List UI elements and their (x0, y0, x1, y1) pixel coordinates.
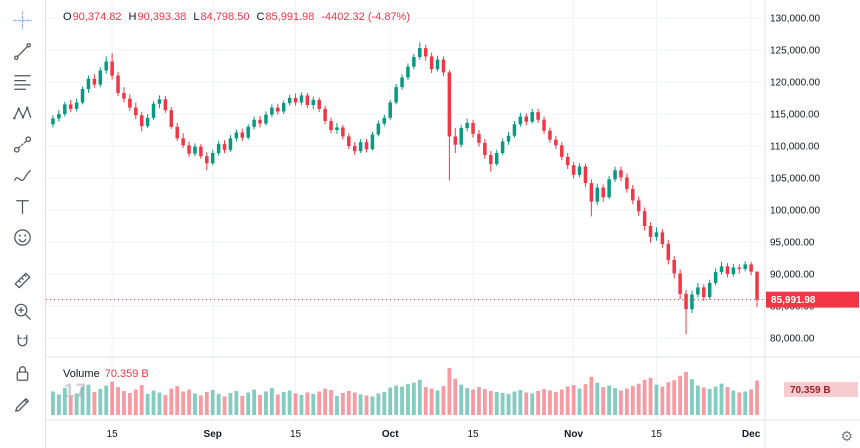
forecast-icon (13, 136, 32, 153)
svg-text:15: 15 (467, 429, 479, 440)
svg-text:115,000.00: 115,000.00 (770, 110, 820, 121)
ohlc-legend: O 90,374.82 H 90,393.38 L 84,798.50 C 85,991… (63, 11, 410, 23)
lock-tool[interactable] (6, 358, 40, 389)
emoji-tool[interactable] (6, 222, 40, 253)
svg-text:Dec: Dec (742, 429, 761, 440)
ohlc-close: C 85,991.98 (256, 11, 315, 23)
crosshair-tool[interactable] (6, 5, 40, 36)
xabcd-pattern-tool[interactable] (6, 98, 40, 129)
magnet-icon (17, 334, 28, 347)
svg-text:15: 15 (290, 429, 302, 440)
lock-icon (16, 366, 29, 381)
xabcd-pattern-icon (13, 106, 32, 120)
ohlc-high: H 90,393.38 (128, 11, 187, 23)
ohlc-change: -4402.32 (-4.87%) (321, 11, 411, 23)
svg-text:80,000.00: 80,000.00 (770, 334, 815, 345)
ruler-icon (14, 272, 31, 289)
fib-retracement-tool[interactable] (6, 67, 40, 98)
volume-bars-layer (51, 368, 759, 415)
settings-gear-icon[interactable]: ⚙ (840, 428, 853, 444)
tradingview-watermark: 17 (64, 381, 88, 402)
svg-text:110,000.00: 110,000.00 (770, 142, 820, 153)
svg-text:90,000.00: 90,000.00 (770, 270, 815, 281)
zoom-in-tool[interactable] (6, 296, 40, 327)
volume-axis-badge: 70.359 B (784, 382, 858, 397)
volume-value: 70.359 B (104, 368, 149, 380)
svg-text:130,000.00: 130,000.00 (770, 14, 820, 25)
current-price-badge: 85,991.98 (766, 291, 859, 308)
svg-text:95,000.00: 95,000.00 (770, 238, 815, 249)
svg-text:15: 15 (107, 429, 119, 440)
measure-tool[interactable] (6, 265, 40, 296)
svg-text:120,000.00: 120,000.00 (770, 78, 820, 89)
grid-layer (46, 0, 765, 420)
magnifier-icon (14, 303, 31, 320)
emoji-icon (14, 229, 31, 246)
chart-area: 130,000.00 125,000.00 120,000.00 115,000.00… (46, 0, 860, 448)
volume-title: Volume (63, 368, 100, 380)
svg-text:70.359 B: 70.359 B (790, 385, 831, 396)
fib-retracement-icon (14, 75, 31, 90)
draw-mode-tool[interactable] (6, 389, 40, 420)
svg-text:105,000.00: 105,000.00 (770, 174, 820, 185)
svg-text:Nov: Nov (564, 429, 583, 440)
magnet-tool[interactable] (6, 327, 40, 358)
drawing-toolbar (0, 0, 46, 448)
svg-text:15: 15 (651, 429, 663, 440)
text-tool[interactable] (6, 191, 40, 222)
ohlc-open: O 90,374.82 (63, 11, 122, 23)
ohlc-low: L 84,798.50 (193, 11, 250, 23)
crosshair-icon (13, 11, 32, 30)
time-axis-labels: 15 Sep 15 Oct 15 Nov 15 Dec (107, 429, 761, 440)
svg-text:85,991.98: 85,991.98 (771, 295, 816, 306)
price-chart-canvas[interactable]: 130,000.00 125,000.00 120,000.00 115,000.00… (46, 0, 860, 448)
pencil-icon (15, 398, 29, 412)
trend-line-tool[interactable] (6, 36, 40, 67)
brush-icon (14, 170, 31, 182)
forecast-tool[interactable] (6, 129, 40, 160)
volume-indicator-label[interactable]: Volume 70.359 B (63, 368, 149, 380)
svg-text:Oct: Oct (382, 429, 399, 440)
svg-text:100,000.00: 100,000.00 (770, 206, 820, 217)
trend-line-icon (14, 43, 31, 60)
brush-tool[interactable] (6, 160, 40, 191)
svg-text:Sep: Sep (204, 429, 222, 440)
text-icon (16, 200, 29, 214)
svg-text:125,000.00: 125,000.00 (770, 46, 820, 57)
candles-layer (51, 42, 759, 335)
